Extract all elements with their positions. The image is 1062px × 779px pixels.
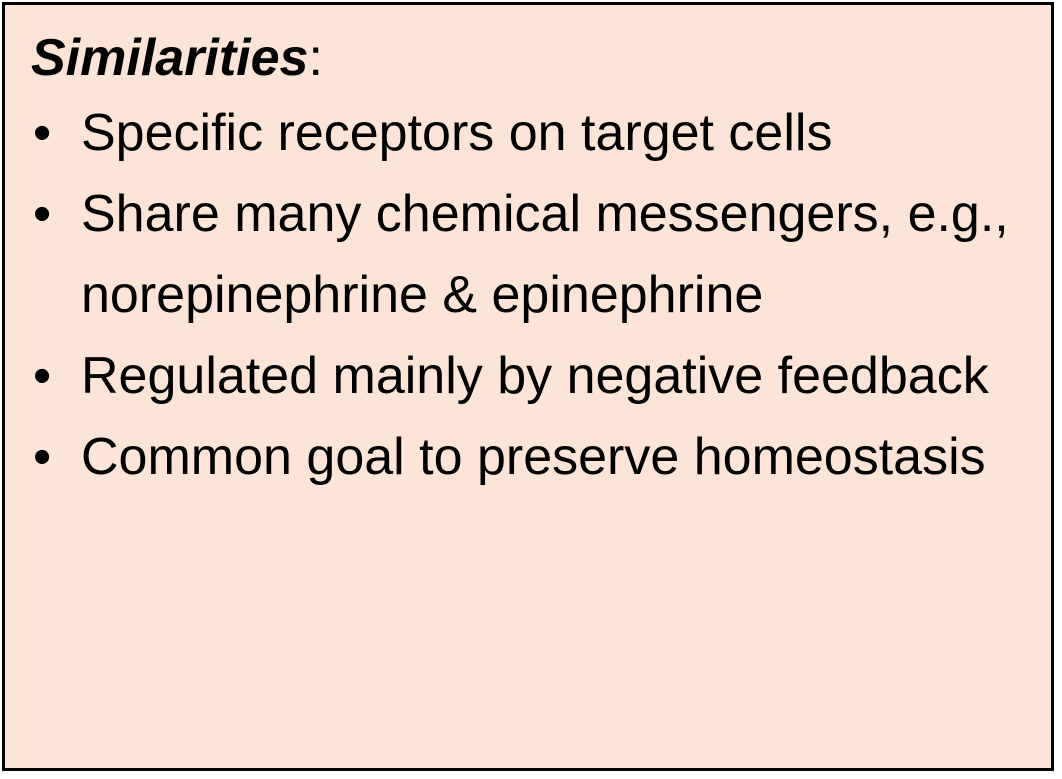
list-item-text: Share many chemical messengers, e.g., no… (81, 185, 1009, 324)
bullet-icon: • (33, 428, 52, 486)
list-item-homeostasis: • Common goal to preserve homeostasis (31, 417, 1031, 498)
list-item-receptors: • Specific receptors on target cells (31, 93, 1031, 174)
list-item-text: Regulated mainly by negative feedback (81, 347, 989, 405)
bullet-icon: • (33, 185, 52, 243)
bullet-icon: • (33, 347, 52, 405)
heading-title: Similarities (31, 29, 309, 87)
similarities-list: • Specific receptors on target cells • S… (31, 93, 1031, 498)
list-item-text: Specific receptors on target cells (81, 104, 833, 162)
list-item-text: Common goal to preserve homeostasis (81, 428, 986, 486)
heading-colon: : (308, 29, 323, 87)
similarities-heading: Similarities: (31, 27, 1031, 89)
list-item-messengers: • Share many chemical messengers, e.g., … (31, 174, 1031, 336)
list-item-feedback: • Regulated mainly by negative feedback (31, 336, 1031, 417)
similarities-box: Similarities: • Specific receptors on ta… (2, 2, 1054, 771)
bullet-icon: • (33, 104, 52, 162)
